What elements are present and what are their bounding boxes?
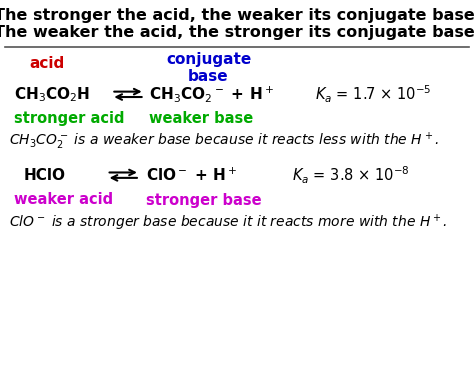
Text: stronger acid: stronger acid xyxy=(14,111,125,126)
Text: CH$_3$CO$_2$$^-$ + H$^+$: CH$_3$CO$_2$$^-$ + H$^+$ xyxy=(149,84,274,104)
Text: HClO: HClO xyxy=(24,168,66,182)
Text: CH$_3$CO$_2$H: CH$_3$CO$_2$H xyxy=(14,85,91,104)
Text: stronger base: stronger base xyxy=(146,192,262,208)
Text: ClO$^-$ + H$^+$: ClO$^-$ + H$^+$ xyxy=(146,167,237,184)
Text: The weaker the acid, the stronger its conjugate base.: The weaker the acid, the stronger its co… xyxy=(0,25,474,40)
Text: weaker acid: weaker acid xyxy=(14,192,113,208)
Text: $\mathit{K}_a$ = 1.7 × 10$^{-5}$: $\mathit{K}_a$ = 1.7 × 10$^{-5}$ xyxy=(315,84,432,105)
Text: $\mathit{K}_a$ = 3.8 × 10$^{-8}$: $\mathit{K}_a$ = 3.8 × 10$^{-8}$ xyxy=(292,164,409,186)
Text: weaker base: weaker base xyxy=(149,111,254,126)
Text: $ClO^-$ is a stronger base because it it reacts more with the $H^+$.: $ClO^-$ is a stronger base because it it… xyxy=(9,213,448,233)
Text: acid: acid xyxy=(30,56,65,71)
Text: The stronger the acid, the weaker its conjugate base.: The stronger the acid, the weaker its co… xyxy=(0,8,474,23)
Text: $CH_3CO_2^-$ is a weaker base because it reacts less with the $H^+$.: $CH_3CO_2^-$ is a weaker base because it… xyxy=(9,131,439,152)
Text: conjugate
base: conjugate base xyxy=(166,52,251,84)
